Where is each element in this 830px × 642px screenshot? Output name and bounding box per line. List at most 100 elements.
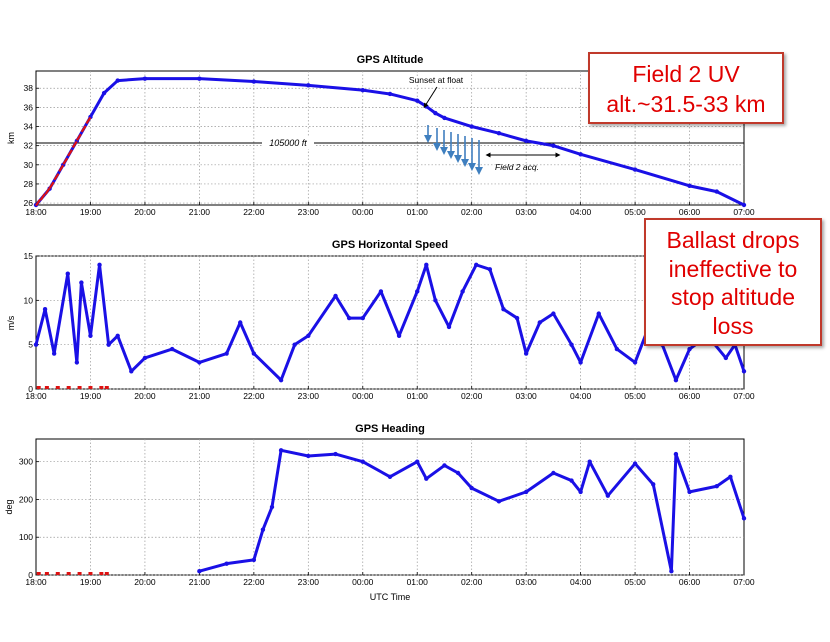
heading-data-point [523,489,529,495]
speed-data-point [142,355,148,361]
field2-acq-label: Field 2 acq. [495,162,539,172]
heading-panel: GPS Heading deg 0 100 200 300 18:00 19:00 20:… [4,423,755,602]
speed-data-point [292,342,297,347]
field2-callout-line1: Field 2 UV [632,61,740,87]
heading-x-tick-label: 23:00 [298,577,320,587]
altitude-data-point [306,83,311,88]
speed-data-point [741,369,747,374]
speed-data-point [523,351,529,356]
speed-y-tick-label: 5 [28,340,33,350]
speed-x-tick-label: 00:00 [352,391,374,401]
altitude-data-point [523,138,529,144]
heading-grid [36,439,744,576]
altitude-y-tick-label: 34 [24,122,34,132]
speed-highlight-marker [55,386,60,389]
speed-y-tick-label: 0 [28,384,33,394]
heading-data-point [714,484,719,489]
sunset-annotation: Sunset at float [409,75,464,85]
heading-data-point [551,470,556,476]
speed-data-point [251,351,257,356]
speed-highlight [36,386,109,389]
altitude-series-trace [34,77,746,207]
heading-x-ticks: 18:00 19:00 20:00 21:00 22:00 23:00 00:00 01:00… [25,572,755,587]
heading-y-ticks: 0 100 200 300 [19,457,39,580]
speed-x-tick-label: 05:00 [624,391,646,401]
speed-x-tick-label: 19:00 [80,391,102,401]
altitude-highlight-marker [58,164,65,172]
altitude-x-tick-label: 03:00 [516,207,538,217]
speed-data-point [115,333,120,338]
speed-data-point [446,324,452,330]
speed-x-tick-label: 23:00 [298,391,320,401]
heading-data-point [605,493,611,498]
ballast-drop-arrows [424,125,483,175]
heading-xlabel: UTC Time [370,592,411,602]
heading-data-point [578,489,583,495]
altitude-x-tick-label: 06:00 [679,207,701,217]
ballast-callout-line1: Ballast drops [666,227,800,253]
heading-highlight-marker [77,572,82,575]
altitude-title: GPS Altitude [357,54,424,66]
altitude-y-tick-label: 28 [24,179,34,189]
heading-data-point [651,482,656,487]
speed-x-tick-label: 04:00 [570,391,592,401]
speed-data-point [501,307,506,312]
heading-data-point [278,448,284,453]
speed-data-point [169,346,175,352]
altitude-x-tick-label: 04:00 [570,207,592,217]
heading-data-point [469,485,474,491]
field2-callout-line2: alt.~31.5-33 km [606,91,766,117]
speed-data-point [632,360,638,365]
heading-highlight-marker [104,572,109,575]
heading-x-tick-label: 06:00 [679,577,701,587]
altitude-highlight-marker [35,198,41,207]
heading-series [197,448,747,574]
heading-x-tick-label: 19:00 [80,577,102,587]
speed-highlight-marker [66,386,71,389]
heading-y-tick-label: 300 [19,457,33,467]
altitude-highlight-marker [67,149,73,157]
speed-data-point [487,267,493,272]
speed-panel: GPS Horizontal Speed m/s 0 5 10 15 18:00 19:… [6,239,755,401]
altitude-x-tick-label: 18:00 [25,207,47,217]
speed-data-point [51,351,57,356]
altitude-data-point [142,76,148,81]
altitude-data-point [687,183,692,189]
altitude-data-point [469,124,474,129]
heading-data-point [669,569,674,574]
heading-data-point [424,476,429,481]
altitude-y-tick-label: 32 [24,141,34,151]
heading-data-point [496,499,502,504]
heading-data-point [569,478,574,483]
speed-data-point [224,351,229,356]
altitude-data-point [433,110,438,116]
speed-x-tick-label: 03:00 [516,391,538,401]
heading-data-point [224,561,229,566]
heading-highlight-marker [55,572,60,575]
speed-data-point [97,262,102,268]
altitude-ylabel: km [6,132,16,144]
speed-data-point [723,355,729,361]
speed-y-tick-label: 10 [24,295,34,305]
heading-data-point [333,451,338,457]
heading-data-point [687,489,692,495]
speed-data-point [360,315,365,321]
speed-highlight-marker [44,386,49,389]
speed-data-point [673,377,679,383]
heading-data-point [269,504,275,510]
heading-y-tick-label: 0 [28,570,33,580]
altitude-x-tick-label: 23:00 [298,207,320,217]
heading-data-point [251,557,257,563]
altitude-data-point [714,189,719,194]
speed-data-point [569,342,574,347]
speed-x-tick-label: 07:00 [733,391,755,401]
speed-y-tick-label: 15 [24,251,34,261]
altitude-highlight-marker [75,133,82,141]
heading-x-tick-label: 20:00 [134,577,156,587]
speed-data-point [88,333,93,338]
speed-data-point [33,342,39,347]
speed-x-tick-label: 01:00 [407,391,429,401]
altitude-x-tick-label: 21:00 [189,207,211,217]
altitude-data-point [115,78,120,83]
heading-data-point [197,569,202,574]
